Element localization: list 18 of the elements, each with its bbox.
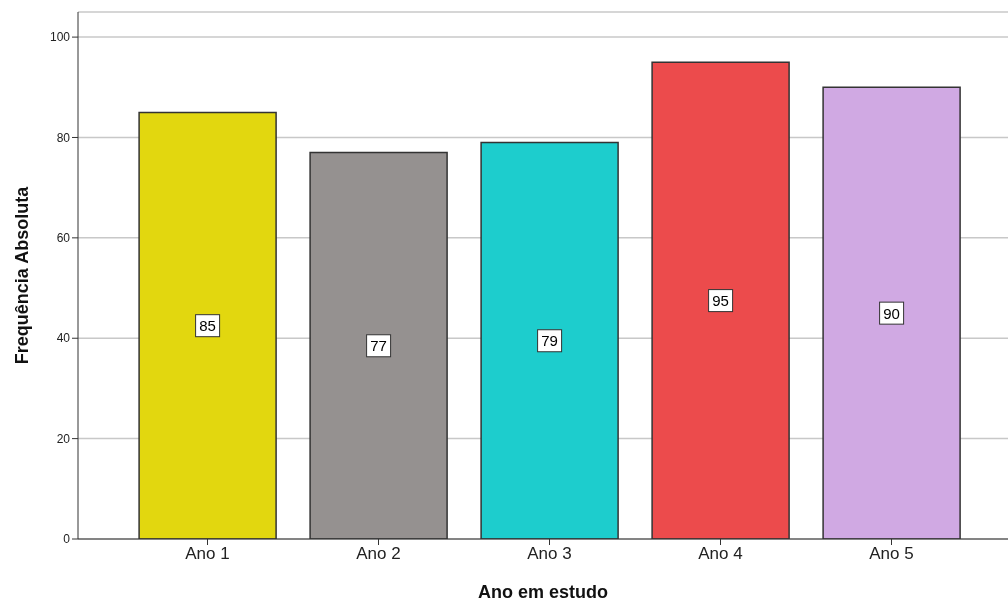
y-tick-label: 80 xyxy=(56,130,71,145)
y-axis-title: Frequência Absoluta xyxy=(12,185,33,365)
x-tick-label: Ano 2 xyxy=(356,544,401,564)
x-axis-title: Ano em estudo xyxy=(477,582,609,602)
x-tick-label: Ano 4 xyxy=(698,544,743,564)
data-label: 77 xyxy=(370,337,387,355)
data-label: 85 xyxy=(199,317,216,335)
x-tick-label: Ano 1 xyxy=(185,544,230,564)
x-tick-label: Ano 3 xyxy=(527,544,572,564)
y-tick-label: 20 xyxy=(56,431,71,446)
y-tick-label: 0 xyxy=(63,532,71,547)
data-label: 79 xyxy=(541,332,558,350)
y-tick-label: 40 xyxy=(56,331,71,346)
y-tick-label: 100 xyxy=(49,30,71,45)
data-label: 90 xyxy=(883,304,900,322)
x-tick-label: Ano 5 xyxy=(869,544,914,564)
y-tick-label: 60 xyxy=(56,231,71,246)
data-label: 95 xyxy=(712,292,729,310)
